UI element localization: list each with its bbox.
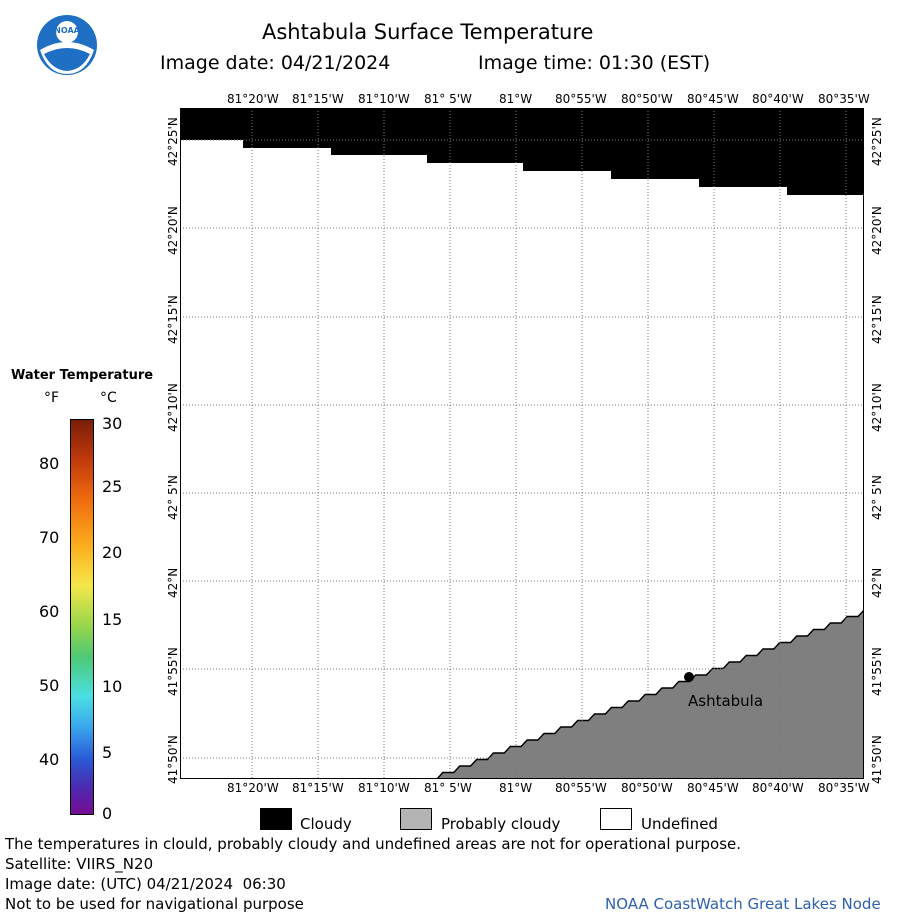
- left-tick: 42°N: [166, 567, 180, 598]
- utc-date: Image date: (UTC) 04/21/2024 06:30: [5, 875, 286, 893]
- right-tick: 42°N: [870, 567, 884, 598]
- top-tick: 81°10'W: [358, 92, 410, 106]
- bottom-tick: 81° 5'W: [424, 781, 472, 795]
- city-label: Ashtabula: [688, 692, 764, 710]
- colorbar-c-label: 0: [102, 804, 113, 823]
- top-tick: 81° 5'W: [424, 92, 472, 106]
- map-border: [180, 108, 864, 779]
- colorbar-c-label: 30: [102, 414, 123, 433]
- disclaimer: The temperatures in clould, probably clo…: [5, 835, 742, 853]
- satellite-info: Satellite: VIIRS_N20: [5, 855, 154, 873]
- left-tick: 41°55'N: [166, 647, 180, 696]
- colorbar-f-label: 60: [39, 602, 60, 621]
- colorbar-title: Water Temperature: [11, 368, 154, 383]
- right-tick: 41°50'N: [870, 735, 884, 784]
- legend-label-cloudy: Cloudy: [300, 815, 352, 833]
- colorbar-f-label: 70: [39, 528, 60, 547]
- left-tick: 42°15'N: [166, 295, 180, 344]
- legend-label-undefined: Undefined: [641, 815, 718, 833]
- colorbar-c-label: 10: [102, 677, 123, 696]
- top-tick: 81°20'W: [227, 92, 279, 106]
- legend-swatch-undefined: [600, 808, 632, 830]
- legend-swatch-cloudy: [260, 808, 292, 830]
- right-tick: 42° 5'N: [870, 475, 884, 520]
- top-tick: 81°15'W: [292, 92, 344, 106]
- bottom-tick: 81°20'W: [227, 781, 279, 795]
- left-tick: 42° 5'N: [166, 475, 180, 520]
- right-tick: 41°55'N: [870, 647, 884, 696]
- top-tick: 80°40'W: [752, 92, 804, 106]
- left-tick: 42°25'N: [166, 117, 180, 166]
- colorbar: [70, 419, 94, 815]
- colorbar-c-label: 25: [102, 477, 123, 496]
- top-tick: 80°55'W: [555, 92, 607, 106]
- coastline: [428, 607, 864, 778]
- bottom-tick: 81°15'W: [292, 781, 344, 795]
- top-tick: 80°50'W: [621, 92, 673, 106]
- left-tick: 41°50'N: [166, 735, 180, 784]
- legend-swatch-probably-cloudy: [400, 808, 432, 830]
- right-tick: 42°20'N: [870, 206, 884, 255]
- bottom-tick: 80°45'W: [687, 781, 739, 795]
- noaa-logo: NOAA: [36, 14, 98, 76]
- map: [180, 108, 864, 779]
- bottom-tick: 80°55'W: [555, 781, 607, 795]
- noaa-logo-graphic: [37, 15, 97, 75]
- bottom-tick: 81°10'W: [358, 781, 410, 795]
- colorbar-c-label: 20: [102, 543, 123, 562]
- noaa-logo-text: NOAA: [54, 26, 80, 35]
- page-title: Ashtabula Surface Temperature: [262, 20, 594, 44]
- graticule: [180, 108, 864, 779]
- top-tick: 80°35'W: [818, 92, 870, 106]
- colorbar-f-label: 50: [39, 676, 60, 695]
- bottom-tick: 80°50'W: [621, 781, 673, 795]
- image-time: Image time: 01:30 (EST): [478, 52, 711, 74]
- left-tick: 42°20'N: [166, 206, 180, 255]
- bottom-tick: 80°40'W: [752, 781, 804, 795]
- legend-label-probably-cloudy: Probably cloudy: [441, 815, 561, 833]
- colorbar-unit-c: °C: [100, 390, 117, 406]
- right-tick: 42°10'N: [870, 383, 884, 432]
- colorbar-f-label: 80: [39, 454, 60, 473]
- top-tick: 80°45'W: [687, 92, 739, 106]
- image-date: Image date: 04/21/2024: [160, 52, 391, 74]
- left-tick: 42°10'N: [166, 383, 180, 432]
- nav-warning: Not to be used for navigational purpose: [5, 895, 304, 913]
- right-tick: 42°25'N: [870, 117, 884, 166]
- colorbar-c-label: 5: [102, 743, 113, 762]
- colorbar-c-label: 15: [102, 610, 123, 629]
- right-tick: 42°15'N: [870, 295, 884, 344]
- cloudy-area: [180, 108, 864, 195]
- top-tick: 81°W: [499, 92, 533, 106]
- credit-link[interactable]: NOAA CoastWatch Great Lakes Node: [605, 895, 881, 913]
- bottom-tick: 80°35'W: [818, 781, 870, 795]
- bottom-tick: 81°W: [499, 781, 533, 795]
- colorbar-f-label: 40: [39, 750, 60, 769]
- city-marker: [684, 672, 694, 682]
- land-area: [426, 608, 864, 779]
- colorbar-unit-f: °F: [44, 390, 60, 406]
